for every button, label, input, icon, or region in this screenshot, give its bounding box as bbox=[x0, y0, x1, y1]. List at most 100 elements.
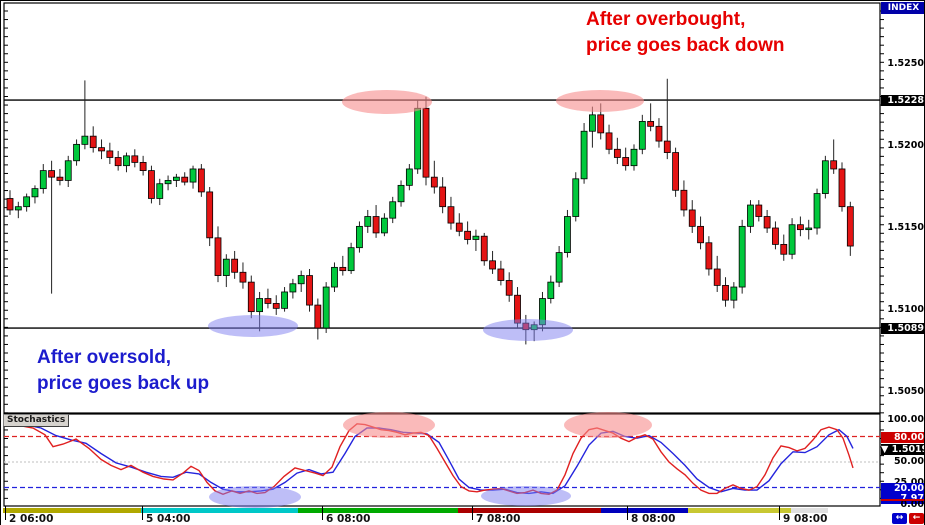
axis-label: 1.5050 bbox=[887, 386, 924, 397]
candle-down bbox=[98, 147, 105, 152]
chart-shift-button[interactable]: ↔ bbox=[892, 513, 907, 524]
candle-up bbox=[39, 170, 47, 190]
candle-up bbox=[572, 178, 580, 217]
candle-up bbox=[364, 216, 372, 227]
candle-down bbox=[372, 216, 380, 234]
axis-label: 25.00 bbox=[894, 478, 924, 488]
candle-up bbox=[547, 281, 555, 299]
overbought-highlight-ellipse bbox=[556, 90, 644, 112]
candle-up bbox=[331, 266, 338, 288]
candle-down bbox=[447, 206, 455, 224]
time-tick bbox=[627, 506, 628, 520]
candle-up bbox=[738, 225, 746, 288]
candle-up bbox=[638, 121, 646, 150]
scroll-back-button[interactable]: ← bbox=[909, 513, 924, 524]
session-segment bbox=[141, 508, 298, 513]
candle-up bbox=[405, 168, 413, 186]
candle-down bbox=[139, 161, 147, 171]
candle-up bbox=[389, 201, 397, 219]
oversold-highlight-ellipse bbox=[209, 486, 301, 508]
candle-down bbox=[597, 114, 605, 134]
candle-down bbox=[430, 176, 438, 188]
overbought-highlight-ellipse bbox=[343, 412, 435, 438]
candle-down bbox=[231, 258, 239, 273]
candle-down bbox=[272, 303, 280, 309]
oversold-highlight-ellipse bbox=[208, 315, 298, 337]
candle-up bbox=[164, 180, 172, 185]
candle-up bbox=[31, 188, 39, 198]
session-segment bbox=[601, 508, 688, 513]
candle-down bbox=[480, 235, 488, 262]
overbought-annotation-line2: price goes back down bbox=[586, 35, 785, 56]
session-segment bbox=[791, 508, 828, 513]
candle-down bbox=[663, 140, 671, 153]
candle-up bbox=[222, 258, 230, 276]
candle-down bbox=[772, 227, 779, 245]
session-strip bbox=[3, 508, 879, 513]
candle-down bbox=[314, 304, 322, 329]
candle-down bbox=[131, 155, 139, 163]
candle-down bbox=[846, 206, 854, 247]
time-tick bbox=[5, 506, 6, 520]
candle-up bbox=[297, 275, 305, 285]
candle-up bbox=[256, 298, 264, 313]
candle-up bbox=[189, 168, 197, 183]
time-label: 5 04:00 bbox=[146, 513, 191, 525]
candle-up bbox=[347, 247, 355, 272]
index-tab[interactable]: INDEX bbox=[881, 2, 924, 14]
candle-down bbox=[514, 294, 521, 324]
candle-down bbox=[713, 268, 721, 286]
candle-down bbox=[722, 284, 729, 301]
oversold-highlight-ellipse bbox=[483, 319, 573, 341]
candle-up bbox=[564, 216, 571, 254]
candle-down bbox=[48, 170, 55, 178]
candle-up bbox=[813, 193, 821, 229]
candle-down bbox=[89, 135, 97, 149]
candle-up bbox=[322, 286, 330, 329]
candle-down bbox=[489, 260, 496, 270]
candle-down bbox=[339, 266, 347, 272]
candle-down bbox=[247, 281, 255, 313]
time-tick bbox=[472, 506, 473, 520]
candle-down bbox=[505, 280, 513, 296]
candle-down bbox=[206, 191, 214, 239]
candle-up bbox=[805, 227, 813, 231]
candle-down bbox=[497, 268, 505, 281]
price-axis: 1.5250 1.5228 1.5200 1.5150 1.5100 1.5089 1.50… bbox=[881, 1, 925, 525]
candle-up bbox=[788, 224, 796, 255]
candle-down bbox=[647, 121, 655, 127]
time-tick bbox=[142, 506, 143, 520]
candle-down bbox=[6, 198, 14, 211]
candle-up bbox=[380, 217, 388, 234]
overbought-highlight-ellipse bbox=[342, 90, 432, 114]
candle-down bbox=[672, 152, 679, 191]
candle-up bbox=[730, 286, 738, 301]
candle-up bbox=[397, 184, 405, 203]
candle-up bbox=[172, 176, 180, 181]
candle-up bbox=[289, 283, 297, 293]
time-label: 9 08:00 bbox=[783, 513, 828, 525]
stoch-panel-border bbox=[3, 413, 881, 507]
oversold-annotation: After oversold, price goes back up bbox=[37, 345, 209, 397]
overbought-annotation: After overbought, price goes back down bbox=[586, 7, 785, 59]
candle-down bbox=[763, 216, 771, 229]
candle-up bbox=[73, 143, 80, 162]
time-label: 2 06:00 bbox=[9, 513, 54, 525]
axis-tag-1.5089: 1.5089 bbox=[881, 323, 924, 334]
candle-up bbox=[23, 196, 31, 208]
axis-label: 100.00 bbox=[887, 414, 924, 425]
candle-down bbox=[622, 157, 630, 167]
candle-down bbox=[464, 230, 472, 240]
time-tick bbox=[322, 506, 323, 520]
main-panel-border bbox=[3, 2, 881, 414]
axis-label: 50.00 bbox=[893, 456, 924, 467]
candle-down bbox=[181, 176, 189, 183]
indicator-label: Stochastics bbox=[3, 414, 70, 427]
oversold-annotation-line1: After oversold, bbox=[37, 347, 172, 368]
axis-tag-1.5019: ▼ 1.5019 bbox=[881, 444, 925, 455]
axis-tag-7.97: 7.97 bbox=[881, 493, 924, 504]
candle-down bbox=[705, 242, 713, 270]
stoch-k-line bbox=[5, 422, 854, 496]
